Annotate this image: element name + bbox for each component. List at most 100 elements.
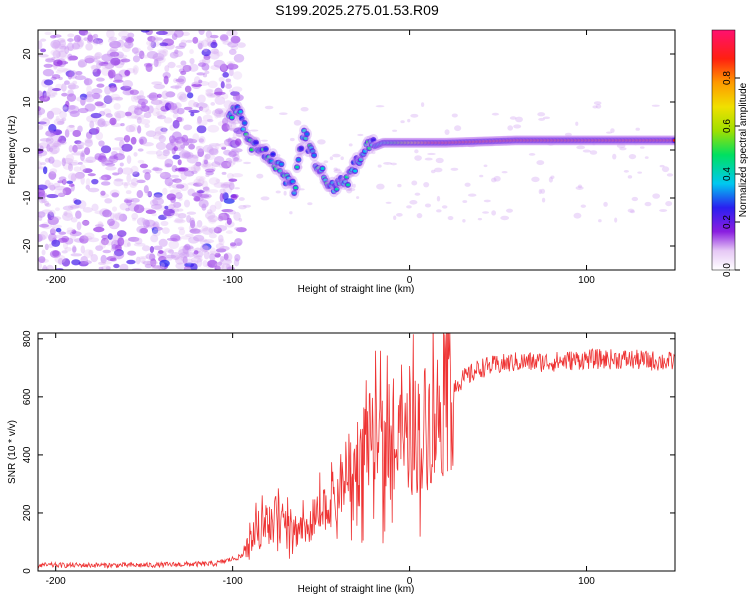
spectrogram-noise-point — [78, 30, 89, 36]
spectrogram-noise-point — [147, 35, 156, 42]
spectrogram-noise-point — [145, 253, 156, 260]
spectrogram-noise-point — [80, 255, 89, 265]
spectrogram-noise-point — [159, 99, 167, 106]
spectrogram-noise-point — [47, 216, 59, 226]
spectrogram-noise-point — [38, 211, 46, 218]
spectrogram-noise-point — [49, 145, 60, 155]
spectrogram-noise-point — [223, 149, 232, 156]
spectrogram-noise-point — [221, 93, 229, 100]
spectrogram-noise-point — [208, 227, 219, 234]
spectrogram-noise-point — [38, 215, 43, 221]
colorbar-tick-label-1: 0.2 — [722, 215, 733, 229]
spectrogram-noise-point — [221, 171, 227, 175]
spectrogram-noise-point — [117, 167, 124, 175]
spectrogram-noise-point — [71, 229, 77, 235]
spectrogram-noise-point — [72, 40, 84, 50]
spectrogram-noise-point — [217, 108, 229, 112]
spectrogram-noise-point — [157, 114, 167, 120]
spectrogram-noise-point — [189, 228, 201, 234]
spectrogram-noise-point — [38, 121, 47, 125]
spectrogram-noise-point — [61, 258, 71, 267]
spectrogram-noise-point — [153, 245, 163, 251]
spectrogram-noise-point — [173, 254, 182, 261]
spectrogram-noise-point — [109, 40, 122, 49]
spectrogram-noise-point — [105, 113, 113, 118]
spectrogram-noise-point — [101, 63, 113, 70]
spectrogram-noise-point — [479, 174, 484, 178]
spectrogram-noise-point — [172, 112, 179, 119]
spectrogram-noise-point — [113, 250, 125, 260]
spectrogram-noise-point — [203, 159, 208, 165]
spectrogram-noise-point — [220, 183, 231, 189]
spectrogram-noise-point — [57, 38, 66, 43]
spectrogram-noise-point — [208, 218, 217, 224]
spectrogram-noise-point — [118, 213, 128, 222]
spectrogram-ridge-core — [241, 127, 246, 131]
spectrogram-noise-point — [278, 112, 288, 115]
spectrogram-noise-point — [58, 231, 67, 235]
spectrogram-noise-point — [125, 190, 132, 195]
spectrogram-noise-point — [193, 250, 199, 255]
spectrogram-noise-point — [91, 34, 97, 44]
spectrogram-noise-point — [427, 152, 436, 156]
spectrogram-noise-point — [114, 212, 122, 221]
spectrogram-noise-point — [170, 200, 176, 207]
spectrogram-noise-point — [195, 102, 208, 109]
spectrogram-noise-point — [127, 250, 137, 256]
spectrogram-noise-point — [190, 263, 198, 270]
spectrogram-noise-point — [423, 181, 430, 188]
spectrogram-noise-point — [40, 118, 51, 127]
spectrogram-noise-point — [125, 37, 135, 43]
spectrogram-noise-point — [62, 241, 69, 250]
spectrogram-noise-point — [164, 248, 174, 253]
spectrogram-noise-point — [537, 112, 546, 117]
spectrogram-noise-point — [172, 131, 182, 141]
spectrogram-noise-point — [192, 133, 200, 142]
spectrogram-noise-point — [45, 58, 55, 63]
spectrogram-noise-point — [221, 209, 234, 213]
spectrogram-noise-point — [54, 254, 66, 264]
spectrogram-noise-point — [163, 75, 169, 85]
spectrogram-noise-point — [146, 94, 157, 99]
spectrogram-noise-point — [58, 176, 67, 181]
spectrogram-noise-point — [142, 169, 152, 174]
spectrogram-noise-point — [138, 255, 149, 260]
spectrogram-noise-point — [163, 208, 175, 217]
spectrogram-noise-point — [201, 48, 212, 57]
spectrogram-noise-point — [95, 126, 100, 134]
spectrogram-noise-point — [40, 162, 46, 166]
spectrogram-noise-point — [64, 80, 70, 85]
spectrogram-noise-point — [53, 185, 66, 191]
spectrogram-noise-point — [125, 125, 136, 133]
spectrogram-noise-point — [111, 192, 120, 198]
spectrogram-ridge-core — [253, 141, 258, 145]
spectrogram-noise-point — [507, 125, 514, 131]
spectrogram-noise-point — [233, 211, 241, 221]
spectrogram-noise-point — [56, 67, 69, 72]
spectrogram-noise-point — [186, 211, 197, 215]
spectrogram-noise-point — [84, 55, 96, 64]
spectrogram-noise-point — [129, 123, 138, 132]
spectrogram-noise-point — [575, 186, 584, 190]
snr-x-axis-label: Height of straight line (km) — [298, 584, 415, 595]
spectrogram-noise-point — [207, 124, 220, 133]
spectrogram-noise-point — [174, 217, 184, 223]
spectrogram-noise-point — [46, 193, 59, 199]
spectrogram-noise-point — [317, 139, 326, 145]
spectrogram-noise-point — [500, 215, 510, 221]
spectrogram-noise-point — [44, 200, 50, 206]
spectrogram-noise-point — [221, 146, 227, 150]
spectrogram-noise-point — [48, 234, 54, 243]
spectrogram-noise-point — [139, 257, 146, 263]
spectrogram-noise-point — [178, 228, 186, 236]
spectrogram-noise-point — [73, 199, 82, 205]
spectrogram-noise-point — [215, 178, 221, 183]
spectrogram-noise-point — [159, 171, 172, 180]
spectrogram-noise-point — [127, 32, 135, 39]
spectrogram-noise-point — [105, 266, 111, 270]
spectrogram-noise-point — [55, 70, 63, 74]
spectrogram-noise-point — [576, 145, 586, 150]
spectrogram-noise-point — [93, 52, 101, 60]
spectrogram-noise-point — [637, 171, 642, 174]
spectrogram-ridge-core — [244, 132, 249, 136]
